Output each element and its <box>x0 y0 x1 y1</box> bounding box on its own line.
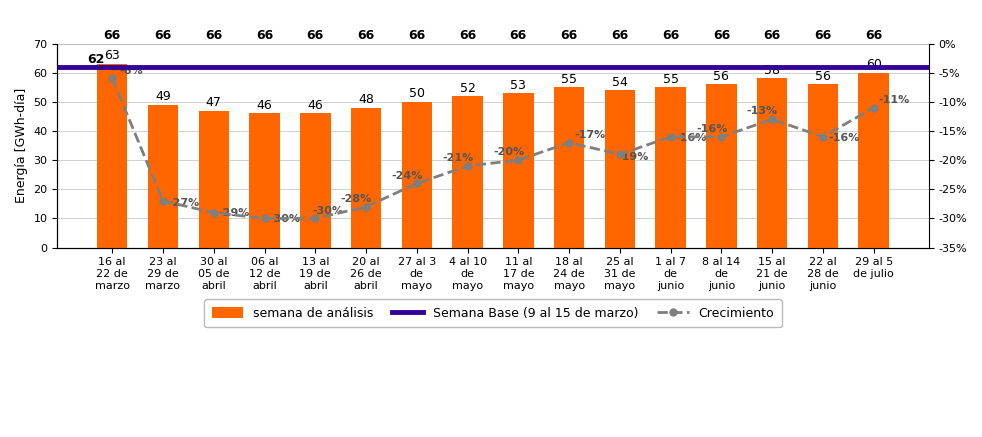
Text: 49: 49 <box>155 90 171 103</box>
Text: 66: 66 <box>865 29 882 42</box>
Text: -21%: -21% <box>442 153 473 163</box>
Text: 58: 58 <box>764 64 780 77</box>
Bar <box>402 102 432 248</box>
Text: -28%: -28% <box>341 194 372 204</box>
Text: 66: 66 <box>814 29 832 42</box>
Text: 60: 60 <box>866 58 882 71</box>
Text: -17%: -17% <box>574 130 606 140</box>
Text: 66: 66 <box>713 29 730 42</box>
Bar <box>503 93 533 248</box>
Bar <box>351 108 381 248</box>
Text: 47: 47 <box>206 96 222 109</box>
Text: 66: 66 <box>306 29 324 42</box>
Text: 55: 55 <box>663 73 679 86</box>
Text: -20%: -20% <box>493 147 524 157</box>
Bar <box>655 87 685 248</box>
Bar <box>757 79 788 248</box>
Text: -30%: -30% <box>270 214 300 224</box>
Text: -16%: -16% <box>676 133 707 142</box>
Text: 66: 66 <box>510 29 527 42</box>
Text: 66: 66 <box>561 29 577 42</box>
Bar <box>858 73 889 248</box>
Bar <box>300 114 331 248</box>
Text: -11%: -11% <box>879 95 910 105</box>
Text: 66: 66 <box>662 29 680 42</box>
Text: 66: 66 <box>205 29 222 42</box>
Text: -16%: -16% <box>696 124 728 134</box>
Text: 66: 66 <box>357 29 375 42</box>
Bar <box>706 84 736 248</box>
Bar <box>453 96 483 248</box>
Text: 62: 62 <box>86 53 104 66</box>
Text: 66: 66 <box>409 29 425 42</box>
Text: 66: 66 <box>256 29 273 42</box>
Legend: semana de análisis, Semana Base (9 al 15 de marzo), Crecimiento: semana de análisis, Semana Base (9 al 15… <box>204 299 782 327</box>
Text: -6%: -6% <box>120 66 143 76</box>
Text: 53: 53 <box>511 79 526 92</box>
Text: 46: 46 <box>256 99 272 112</box>
Bar <box>198 111 229 248</box>
Text: 56: 56 <box>714 70 730 83</box>
Text: 66: 66 <box>459 29 476 42</box>
Text: 54: 54 <box>612 76 627 89</box>
Text: -16%: -16% <box>828 133 859 142</box>
Text: 52: 52 <box>460 82 475 94</box>
Text: 66: 66 <box>154 29 172 42</box>
Text: -13%: -13% <box>746 106 778 116</box>
Bar <box>97 64 128 248</box>
Text: 55: 55 <box>561 73 577 86</box>
Text: -19%: -19% <box>618 152 649 162</box>
Bar <box>808 84 839 248</box>
Text: -29%: -29% <box>219 208 250 218</box>
Bar <box>554 87 584 248</box>
Text: -30%: -30% <box>312 205 344 215</box>
Text: 56: 56 <box>815 70 831 83</box>
Text: -24%: -24% <box>392 170 423 180</box>
Text: 63: 63 <box>104 49 120 62</box>
Text: -27%: -27% <box>168 198 199 208</box>
Text: 66: 66 <box>104 29 121 42</box>
Text: 66: 66 <box>611 29 628 42</box>
Text: 46: 46 <box>307 99 323 112</box>
Bar <box>147 105 178 248</box>
Bar <box>249 114 280 248</box>
Text: 66: 66 <box>764 29 781 42</box>
Text: 50: 50 <box>409 87 425 101</box>
Y-axis label: Energía [GWh-día]: Energía [GWh-día] <box>15 88 28 203</box>
Text: 48: 48 <box>358 93 374 106</box>
Bar <box>605 90 635 248</box>
